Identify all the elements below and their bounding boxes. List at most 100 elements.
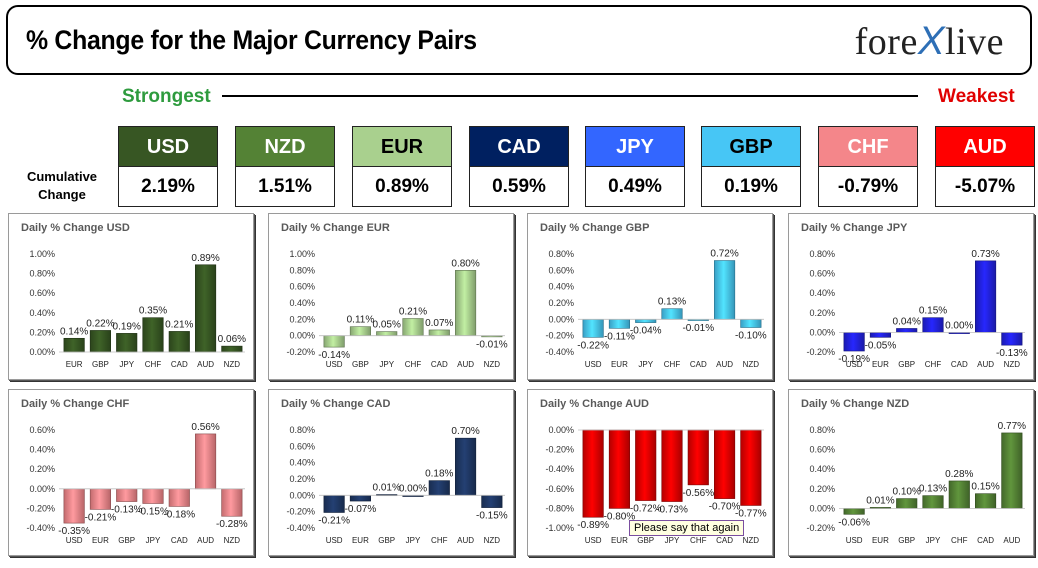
x-tick-label: CHF — [690, 536, 707, 545]
chart-title: Daily % Change AUD — [540, 398, 649, 410]
bar-aud — [1001, 432, 1023, 509]
bar-chf — [922, 317, 944, 333]
x-tick-label: USD — [846, 360, 863, 369]
y-tick-label: -0.20% — [545, 445, 574, 455]
y-tick-label: -0.20% — [286, 347, 315, 357]
weakest-label: Weakest — [938, 86, 1015, 107]
chart-panel-nzd: Daily % Change NZD -0.20% 0.00% 0.20% 0.40% 0… — [788, 389, 1034, 556]
x-tick-label: JPY — [379, 360, 394, 369]
chart-title: Daily % Change NZD — [801, 398, 909, 410]
data-label: 0.21% — [399, 307, 427, 318]
bar-nzd — [221, 488, 243, 517]
bar-aud — [195, 433, 217, 490]
data-label: -0.07% — [345, 504, 377, 515]
strength-divider — [222, 95, 918, 97]
y-tick-label: 0.00% — [289, 490, 315, 500]
bar-jpy — [142, 488, 164, 504]
y-tick-label: 0.00% — [289, 331, 315, 341]
currency-code: GBP — [702, 127, 800, 167]
chart-panel-eur: Daily % Change EUR -0.20% 0.00% 0.20% 0.40% 0… — [268, 213, 514, 380]
strongest-label: Strongest — [122, 86, 211, 107]
y-tick-label: 0.40% — [289, 298, 315, 308]
bar-chart: Daily % Change AUD -1.00% -0.80% -0.60% -0.4… — [540, 398, 767, 545]
data-label: 0.77% — [998, 421, 1026, 432]
y-tick-label: 0.20% — [809, 308, 835, 318]
y-tick-label: -1.00% — [545, 523, 574, 533]
tooltip: Please say that again — [629, 520, 745, 536]
chart-title: Daily % Change GBP — [540, 222, 649, 234]
y-tick-label: 0.20% — [29, 327, 55, 337]
x-tick-label: NZD — [743, 536, 760, 545]
x-tick-label: GBP — [898, 536, 915, 545]
data-label: 0.22% — [86, 318, 114, 329]
data-label: -0.05% — [865, 340, 897, 351]
bar-gbp — [89, 330, 111, 353]
x-tick-label: GBP — [378, 536, 395, 545]
y-tick-label: -0.20% — [806, 347, 835, 357]
y-tick-label: 0.00% — [29, 347, 55, 357]
x-tick-label: USD — [846, 536, 863, 545]
data-label: -0.35% — [58, 526, 90, 537]
bar-jpy — [376, 331, 398, 336]
data-label: 0.70% — [451, 426, 479, 437]
x-tick-label: EUR — [611, 360, 628, 369]
currency-card-eur: EUR 0.89% — [352, 126, 452, 207]
x-tick-label: CHF — [951, 536, 968, 545]
chart-panel-gbp: Daily % Change GBP -0.40% -0.20% 0.00% 0.20%… — [527, 213, 773, 380]
data-label: -0.01% — [682, 323, 714, 334]
y-tick-label: 0.60% — [29, 288, 55, 298]
x-tick-label: CHF — [664, 360, 681, 369]
data-label: 0.72% — [710, 249, 738, 260]
data-label: -0.15% — [476, 511, 508, 522]
x-tick-label: JPY — [665, 536, 680, 545]
x-tick-label: JPY — [406, 536, 421, 545]
x-tick-label: USD — [66, 536, 83, 545]
data-label: 0.21% — [165, 319, 193, 330]
y-tick-label: -0.20% — [806, 523, 835, 533]
forexlive-logo: foreXlive — [854, 19, 1004, 63]
x-tick-label: NZD — [484, 360, 501, 369]
y-tick-label: 1.00% — [289, 249, 315, 259]
bar-nzd — [740, 319, 762, 328]
y-tick-label: 0.00% — [809, 503, 835, 513]
x-tick-label: AUD — [716, 360, 733, 369]
x-tick-label: AUD — [457, 536, 474, 545]
data-label: -0.19% — [838, 354, 870, 365]
data-label: -0.11% — [604, 331, 635, 342]
y-tick-label: 0.80% — [809, 425, 835, 435]
currency-card-jpy: JPY 0.49% — [585, 126, 685, 207]
page-title: % Change for the Major Currency Pairs — [26, 25, 477, 55]
data-label: 0.89% — [191, 253, 219, 264]
y-tick-label: -0.40% — [545, 347, 574, 357]
y-tick-label: 0.80% — [548, 249, 574, 259]
data-label: -0.06% — [838, 517, 870, 528]
x-tick-label: EUR — [872, 536, 889, 545]
bar-usd — [323, 495, 345, 513]
x-tick-label: GBP — [637, 536, 654, 545]
y-tick-label: 1.00% — [29, 249, 55, 259]
bar-eur — [63, 337, 85, 353]
bar-jpy — [661, 429, 683, 502]
currency-card-usd: USD 2.19% — [118, 126, 218, 207]
y-tick-label: 0.20% — [289, 314, 315, 324]
x-tick-label: EUR — [872, 360, 889, 369]
y-tick-label: -0.20% — [545, 331, 574, 341]
cumulative-value: 2.19% — [119, 167, 217, 206]
bar-usd — [843, 332, 865, 352]
data-label: -0.77% — [735, 508, 767, 519]
data-label: 0.18% — [425, 469, 453, 480]
cumulative-value: 0.49% — [586, 167, 684, 206]
y-tick-label: 0.40% — [548, 282, 574, 292]
x-tick-label: CHF — [431, 536, 448, 545]
x-tick-label: CAD — [951, 360, 968, 369]
currency-code: JPY — [586, 127, 684, 167]
x-tick-label: CAD — [716, 536, 733, 545]
bar-nzd — [221, 345, 243, 353]
x-tick-label: GBP — [92, 360, 109, 369]
y-tick-label: 0.60% — [809, 269, 835, 279]
bar-jpy — [635, 319, 657, 323]
x-tick-label: CAD — [431, 360, 448, 369]
x-tick-label: JPY — [119, 360, 134, 369]
currency-code: NZD — [236, 127, 334, 167]
bar-chf — [687, 429, 709, 486]
